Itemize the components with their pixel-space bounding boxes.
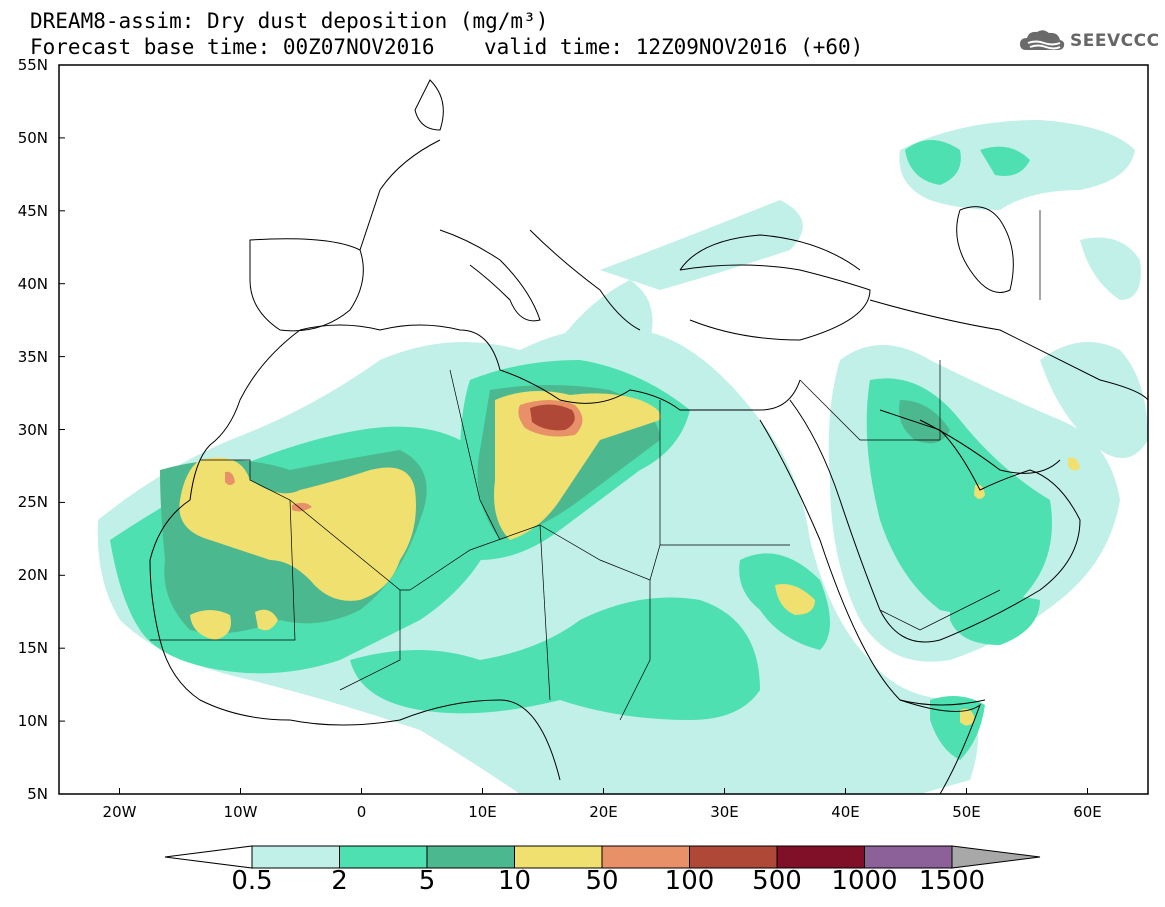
lat-label: 45N (17, 201, 48, 220)
lon-label: 50E (952, 803, 981, 821)
cloud-logo-icon (1020, 30, 1065, 50)
logo-text: SEEVCCC (1070, 31, 1160, 51)
lon-label: 0 (356, 803, 367, 821)
lat-label: 55N (17, 56, 48, 74)
colorbar-label: 5 (418, 866, 436, 896)
contour-peak-libya (530, 404, 575, 431)
colorbar-label: 2 (331, 866, 348, 896)
lon-label: 20E (589, 803, 618, 821)
colorbar-box (689, 845, 778, 869)
coast-north-africa (299, 324, 801, 411)
coast-iberia (249, 238, 364, 332)
contour-vhigh-iran (1068, 457, 1080, 471)
lat-label: 35N (17, 347, 48, 366)
colorbar-box (776, 845, 865, 869)
coast-persian-gulf (919, 419, 1061, 474)
colorbar-box (601, 845, 690, 869)
contour-low-iran (1040, 342, 1148, 458)
coast-balkans (529, 229, 641, 331)
coast-caspian (956, 206, 1014, 293)
colorbar-box (251, 845, 340, 869)
contour-vhigh-somalia (960, 708, 975, 726)
contour-low-kazakh (1080, 237, 1141, 300)
colorbar-min-arrow (164, 845, 253, 869)
contour-mid-oman (950, 595, 1040, 645)
lon-label: 10E (468, 803, 497, 821)
lat-label: 5N (27, 785, 48, 803)
contour-mid-caspian2 (980, 146, 1030, 176)
country-borders (150, 210, 1041, 721)
contour-vhigh-gulf (974, 484, 985, 499)
colorbar-box (426, 845, 515, 869)
lat-label: 10N (17, 712, 48, 731)
colorbar-label: 1500 (918, 866, 986, 896)
contour-vhigh-mali1 (190, 610, 231, 640)
coast-blacksea (679, 234, 861, 271)
colorbar-box (514, 845, 603, 869)
dust-contours (97, 120, 1148, 794)
coast-redsea-africa (759, 419, 986, 706)
colorbar-boxes (251, 845, 953, 869)
colorbar-label: 100 (664, 866, 715, 896)
contour-extreme-algeria (292, 502, 312, 512)
colorbar-label: 50 (585, 866, 619, 896)
forecast-base-time: Forecast base time: 00Z07NOV2016 (30, 35, 435, 59)
coast-west-africa (149, 329, 561, 781)
contour-vhigh-mauritania (179, 457, 416, 601)
lat-label: 20N (17, 566, 48, 585)
coast-france (359, 139, 441, 251)
contour-low-greece (560, 280, 653, 360)
coastlines (149, 79, 1148, 794)
coast-arabia (789, 399, 1081, 643)
colorbar-label: 500 (752, 866, 802, 896)
coast-uk (414, 79, 444, 131)
lat-label: 40N (17, 274, 48, 293)
lon-label: 10W (223, 803, 258, 821)
contour-mid-caspian (905, 140, 961, 185)
seevccc-logo: SEEVCCC (1018, 27, 1160, 55)
lon-label: 20W (102, 803, 137, 821)
lon-label: 60E (1073, 803, 1102, 821)
contour-extreme-mauritania (225, 471, 235, 485)
axis-ticks (59, 64, 1088, 795)
colorbar-max-arrow (951, 845, 1041, 869)
chart-title: DREAM8-assim: Dry dust deposition (mg/m³… (30, 9, 549, 33)
contour-low-balkans (600, 200, 803, 290)
contour-mid-sahel (350, 597, 760, 720)
colorbar-box (339, 845, 428, 869)
coast-somalia (899, 699, 982, 794)
contour-vhigh-mali2 (255, 609, 278, 631)
coast-italy (439, 229, 541, 322)
coast-iran (869, 299, 1148, 401)
contour-vhigh-redsea (775, 584, 815, 615)
colorbar-label: 10 (497, 866, 532, 896)
lat-label: 50N (17, 128, 48, 147)
coast-turkey (679, 264, 871, 341)
lon-label: 30E (710, 803, 739, 821)
lat-label: 15N (17, 639, 48, 658)
lat-label: 30N (17, 420, 48, 439)
colorbar-box (864, 845, 953, 869)
colorbar-label: 1000 (831, 866, 898, 896)
lon-label: 40E (831, 803, 860, 821)
lat-label: 25N (17, 493, 48, 512)
colorbar-label: 0.5 (231, 866, 273, 896)
contour-high-gulf (899, 400, 950, 444)
valid-time: valid time: 12Z09NOV2016 (+60) (484, 35, 864, 59)
